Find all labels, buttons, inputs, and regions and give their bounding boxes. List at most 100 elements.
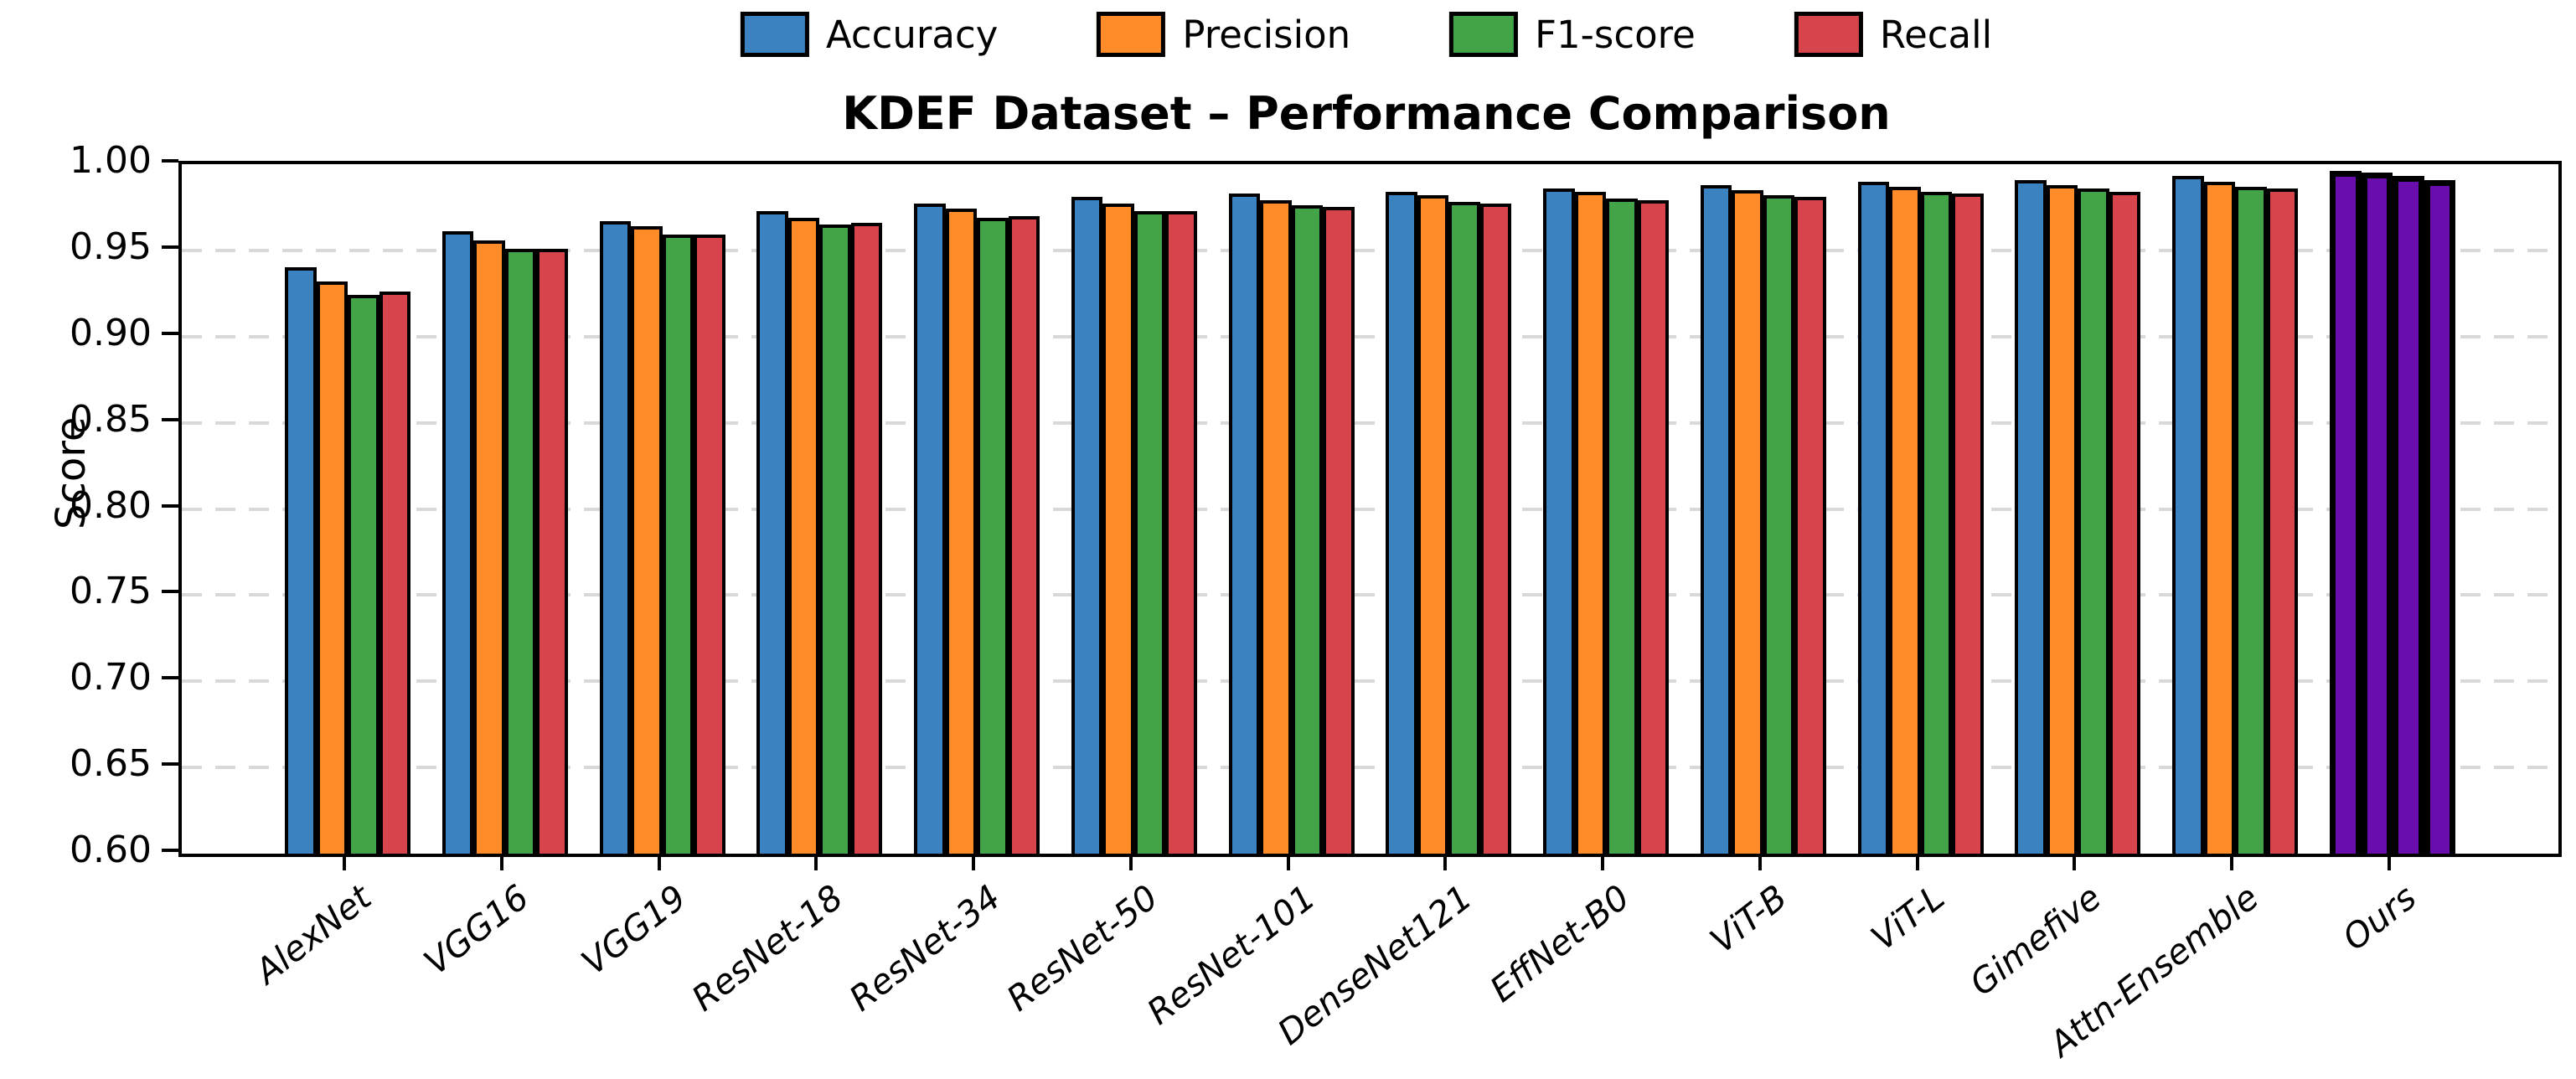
bar-Attn-Ensemble-precision: [2203, 181, 2236, 854]
bar-ResNet-18-accuracy: [756, 210, 788, 854]
bar-DenseNet121-precision: [1417, 195, 1449, 854]
legend-swatch-icon: [1449, 12, 1519, 57]
bar-Ours-accuracy: [2330, 171, 2362, 854]
bar-ViT-B-recall: [1794, 197, 1826, 854]
y-tick-mark: [162, 331, 178, 335]
bar-VGG19-recall: [694, 235, 725, 854]
x-tick-mark: [499, 854, 503, 870]
bar-VGG16-recall: [536, 248, 568, 854]
bar-DenseNet121-accuracy: [1386, 191, 1417, 854]
bar-Attn-Ensemble-accuracy: [2172, 176, 2204, 854]
gridline-y-0.70: [182, 679, 2558, 684]
bar-Gimefive-recall: [2109, 191, 2141, 854]
plot-area: [178, 161, 2562, 857]
x-tick-mark: [343, 854, 346, 870]
legend-label: Recall: [1879, 12, 1993, 57]
legend-swatch-icon: [740, 12, 809, 57]
y-tick-label: 0.95: [70, 225, 152, 268]
bar-DenseNet121-f1-score: [1448, 202, 1480, 854]
y-tick-label: 0.80: [70, 483, 152, 527]
bar-Attn-Ensemble-recall: [2266, 188, 2299, 854]
x-tick-mark: [2073, 854, 2077, 870]
bar-ViT-L-f1-score: [1920, 191, 1953, 854]
y-tick-mark: [162, 417, 178, 421]
bar-ResNet-101-f1-score: [1291, 205, 1324, 854]
bar-AlexNet-accuracy: [285, 267, 317, 854]
bar-ResNet-101-recall: [1323, 207, 1355, 854]
bar-Gimefive-f1-score: [2078, 188, 2109, 854]
bar-ResNet-101-precision: [1260, 200, 1292, 854]
legend-item-accuracy: Accuracy: [740, 12, 999, 57]
legend-item-precision: Precision: [1097, 12, 1350, 57]
y-tick-label: 0.60: [70, 829, 152, 871]
bar-ViT-B-precision: [1732, 189, 1763, 854]
gridline-y-0.90: [182, 334, 2558, 338]
bar-ResNet-34-precision: [945, 209, 978, 854]
legend-item-recall: Recall: [1794, 12, 1992, 57]
x-tick-mark: [1601, 854, 1605, 870]
y-tick-label: 0.75: [70, 570, 152, 613]
legend-label: Precision: [1182, 12, 1351, 57]
bar-DenseNet121-recall: [1479, 204, 1512, 854]
bar-EffNet-B0-precision: [1574, 191, 1607, 854]
y-tick-mark: [162, 676, 178, 680]
y-tick-mark: [162, 590, 178, 594]
x-tick-mark: [1443, 854, 1448, 870]
bar-ResNet-34-f1-score: [977, 217, 1009, 854]
bar-ViT-L-recall: [1952, 193, 1984, 854]
x-tick-mark: [2230, 854, 2234, 870]
y-tick-label: 0.85: [70, 397, 152, 441]
bar-ResNet-50-recall: [1165, 210, 1197, 854]
bar-VGG16-precision: [473, 240, 505, 854]
bar-Ours-f1-score: [2393, 176, 2424, 854]
y-tick-mark: [162, 159, 178, 163]
x-tick-label-VGG16: VGG16: [416, 876, 536, 983]
gridline-y-0.80: [182, 507, 2558, 511]
y-tick-mark: [162, 762, 178, 767]
gridline-y-0.95: [182, 248, 2558, 252]
bar-EffNet-B0-recall: [1637, 200, 1670, 854]
y-tick-label: 1.00: [70, 139, 152, 182]
gridline-y-0.75: [182, 593, 2558, 597]
chart-title: KDEF Dataset – Performance Comparison: [842, 87, 1891, 140]
bar-ResNet-18-f1-score: [819, 225, 851, 854]
bar-EffNet-B0-accuracy: [1543, 188, 1575, 854]
bar-ResNet-34-accuracy: [914, 204, 946, 854]
bar-ViT-L-precision: [1889, 186, 1921, 854]
y-tick-mark: [162, 245, 178, 249]
bar-ViT-B-f1-score: [1763, 195, 1795, 854]
gridline-y-0.65: [182, 766, 2558, 770]
x-tick-mark: [1758, 854, 1762, 870]
bar-VGG19-f1-score: [662, 235, 694, 854]
bar-ResNet-18-precision: [787, 217, 820, 854]
bar-Attn-Ensemble-f1-score: [2235, 186, 2267, 854]
bar-VGG16-f1-score: [504, 248, 537, 854]
x-tick-label-AlexNet: AlexNet: [247, 876, 379, 992]
x-tick-mark: [972, 854, 976, 870]
gridline-y-0.85: [182, 421, 2558, 425]
bar-Ours-recall: [2424, 179, 2455, 854]
bar-ResNet-34-recall: [1008, 215, 1040, 854]
bar-AlexNet-f1-score: [348, 295, 379, 854]
y-tick-label: 0.70: [70, 656, 152, 700]
y-tick-mark: [162, 849, 178, 852]
bar-VGG16-accuracy: [441, 231, 474, 854]
bar-ResNet-50-f1-score: [1133, 210, 1166, 854]
x-tick-label-Ours: Ours: [2335, 876, 2424, 959]
x-tick-mark: [1128, 854, 1133, 870]
legend-label: Accuracy: [825, 12, 999, 57]
bar-AlexNet-precision: [316, 281, 348, 854]
x-tick-label-ViT-L: ViT-L: [1863, 876, 1952, 958]
legend-item-f1-score: F1-score: [1449, 12, 1696, 57]
x-tick-mark: [814, 854, 818, 870]
x-tick-label-ResNet-18: ResNet-18: [684, 876, 851, 1020]
x-tick-mark: [1915, 854, 1919, 870]
x-tick-label-EffNet-B0: EffNet-B0: [1482, 876, 1638, 1010]
bar-ResNet-18-recall: [850, 222, 883, 854]
x-tick-label-Gimefive: Gimefive: [1962, 876, 2109, 1004]
bar-Gimefive-precision: [2046, 184, 2078, 854]
bar-ResNet-50-accuracy: [1071, 197, 1103, 854]
bar-EffNet-B0-f1-score: [1606, 199, 1638, 854]
x-tick-mark: [2388, 854, 2391, 870]
